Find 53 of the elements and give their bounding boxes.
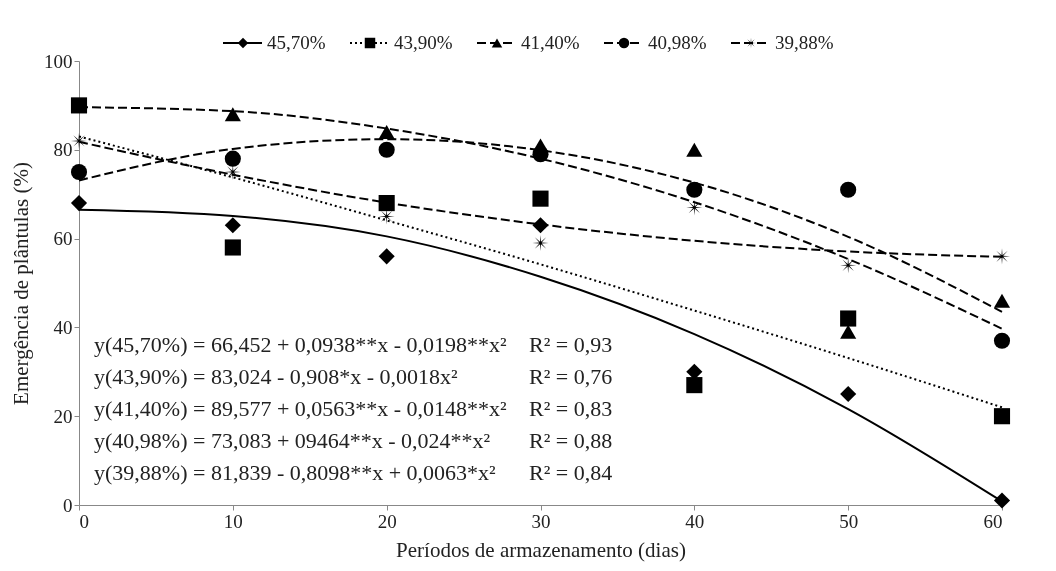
y-tick-label: 100	[44, 50, 73, 72]
legend-label: 40,98%	[648, 32, 707, 53]
x-tick-label: 0	[79, 510, 89, 532]
point	[70, 163, 88, 181]
point	[224, 150, 241, 167]
point	[840, 385, 857, 403]
annotation: y(43,90%) = 83,024 - 0,908*x - 0,0018x²	[94, 364, 459, 389]
legend-label: 43,90%	[394, 32, 453, 53]
legend-label: 45,70%	[267, 32, 326, 53]
legend-label: 41,40%	[521, 32, 580, 53]
point	[224, 217, 241, 234]
y-tick-label: 60	[53, 228, 73, 250]
y-tick-label: 80	[53, 139, 73, 161]
point	[686, 363, 703, 380]
x-tick-label: 10	[223, 510, 243, 532]
point	[840, 324, 857, 339]
point	[993, 293, 1011, 308]
annotation: R² = 0,76	[529, 364, 613, 389]
point	[686, 377, 703, 394]
point	[532, 190, 549, 207]
point	[378, 248, 395, 265]
x-tick-label: 60	[983, 510, 1003, 532]
point	[840, 310, 857, 327]
point	[686, 199, 703, 216]
point	[70, 195, 88, 212]
point	[224, 239, 241, 256]
y-axis-title: Emergência de plântulas (%)	[9, 162, 33, 405]
point	[224, 107, 241, 122]
annotation: y(40,98%) = 73,083 + 09464**x - 0,024**x²	[94, 428, 491, 453]
point	[993, 332, 1011, 349]
point	[840, 181, 857, 198]
annotation: R² = 0,88	[529, 428, 613, 453]
point	[686, 142, 703, 157]
y-tick-label: 0	[63, 494, 73, 516]
annotation: R² = 0,83	[529, 396, 613, 421]
x-tick-label: 30	[531, 510, 551, 532]
x-tick-label: 50	[839, 510, 859, 532]
point	[378, 195, 395, 212]
point	[378, 141, 395, 158]
y-tick-label: 20	[53, 405, 73, 427]
annotation: y(41,40%) = 89,577 + 0,0563**x - 0,0148**x²	[94, 396, 508, 421]
x-tick-label: 40	[685, 510, 705, 532]
point	[993, 408, 1011, 425]
annotation: y(45,70%) = 66,452 + 0,0938**x - 0,0198**x²	[94, 332, 508, 357]
annotation: y(39,88%) = 81,839 - 0,8098**x + 0,0063*x²	[94, 460, 497, 485]
x-tick-label: 20	[377, 510, 397, 532]
point	[70, 97, 88, 114]
point	[686, 181, 703, 198]
y-tick-label: 40	[53, 316, 73, 338]
annotation: R² = 0,93	[529, 332, 613, 357]
annotation: R² = 0,84	[529, 460, 613, 485]
x-axis-title: Períodos de armazenamento (dias)	[396, 537, 686, 562]
legend-label: 39,88%	[775, 32, 834, 53]
